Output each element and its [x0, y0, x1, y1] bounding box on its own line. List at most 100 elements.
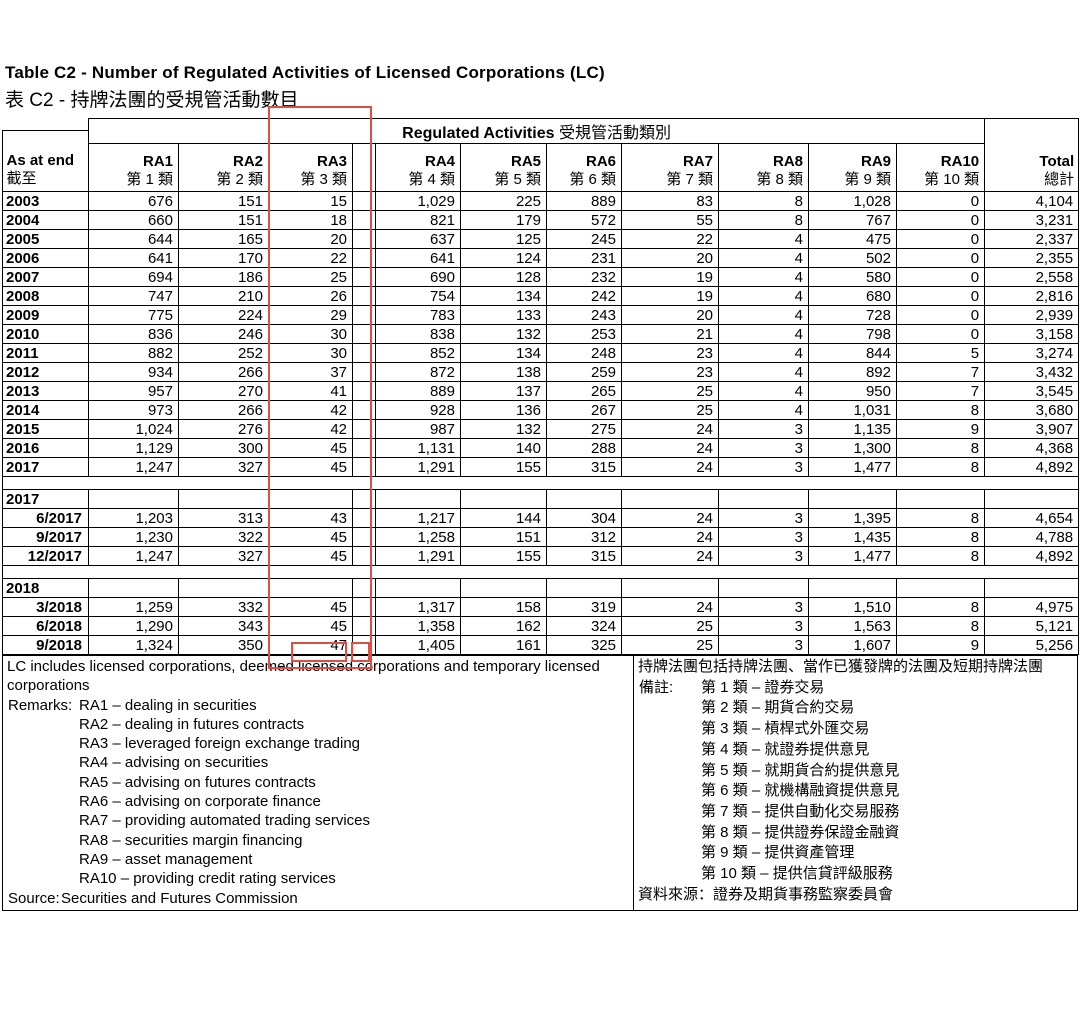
ra10-value-cell: 0 — [895, 191, 986, 211]
column-header-en: RA5 — [510, 153, 541, 170]
ra9-value-cell: 680 — [808, 286, 897, 306]
total-value-cell: 2,337 — [984, 229, 1080, 249]
remark-text-en: RA9 – asset management — [79, 850, 253, 868]
remark-text-zh: 第 9 類 – 提供資產管理 — [701, 844, 855, 862]
ra8-value-cell: 4 — [718, 305, 809, 325]
remarks-label-zh: 備註: — [639, 678, 674, 696]
ra9-value-cell: 1,028 — [808, 191, 897, 211]
ra6-value-cell: 288 — [546, 438, 622, 458]
spacer-cell — [352, 635, 376, 655]
ra7-value-cell: 24 — [621, 419, 719, 439]
ra10-value-cell: 8 — [895, 400, 986, 420]
ra7-value-cell: 25 — [621, 381, 719, 401]
ra1-value-cell: 1,230 — [88, 527, 179, 547]
total-value-cell: 4,104 — [984, 191, 1080, 211]
column-header-ra8: RA8 第 8 類 — [718, 143, 809, 192]
period-cell: 2003 — [2, 191, 89, 211]
ra8-value-cell: 3 — [718, 419, 809, 439]
ra9-value-cell: 1,435 — [808, 527, 897, 547]
remarks-label-en: Remarks: — [8, 696, 73, 714]
spacer-cell — [352, 438, 376, 458]
ra1-value-cell: 973 — [88, 400, 179, 420]
total-value-cell: 3,907 — [984, 419, 1080, 439]
ra7-value-cell: 23 — [621, 343, 719, 363]
separator-row — [1, 476, 1080, 490]
ra3-value-cell: 37 — [268, 362, 353, 382]
remark-text-zh: 第 10 類 – 提供信貸評級服務 — [701, 865, 893, 883]
ra9-value-cell: 798 — [808, 324, 897, 344]
empty-cell — [352, 489, 376, 509]
source-line-zh: 資料來源：證券及期貨事務監察委員會 — [638, 885, 894, 903]
banner-en: Regulated Activities — [402, 125, 555, 142]
ra5-value-cell: 179 — [460, 210, 547, 230]
ra6-value-cell: 242 — [546, 286, 622, 306]
ra2-value-cell: 151 — [178, 210, 269, 230]
spacer-cell — [352, 191, 376, 211]
ra5-value-cell: 151 — [460, 527, 547, 547]
ra10-value-cell: 8 — [895, 597, 986, 617]
ra10-value-cell: 8 — [895, 438, 986, 458]
remark-text-en: RA1 – dealing in securities — [79, 696, 257, 714]
ra7-value-cell: 24 — [621, 508, 719, 528]
footnote-box-chinese: 持牌法團包括持牌法團、當作已獲發牌的法團及短期持牌法團 備註: 第 1 類 – 證… — [633, 655, 1078, 911]
lc-definition-en: LC includes licensed corporations, deeme… — [7, 658, 600, 695]
lc-definition-zh: 持牌法團包括持牌法團、當作已獲發牌的法團及短期持牌法團 — [638, 658, 1044, 675]
ra8-value-cell: 8 — [718, 210, 809, 230]
ra2-value-cell: 186 — [178, 267, 269, 287]
column-header-ra10: RA10 第 10 類 — [895, 143, 986, 192]
ra1-value-cell: 644 — [88, 229, 179, 249]
ra3-value-cell: 45 — [268, 527, 353, 547]
remark-line-en: RA2 – dealing in futures contracts — [7, 715, 629, 734]
period-cell: 9/2018 — [2, 635, 89, 655]
column-header-ra6: RA6 第 6 類 — [546, 143, 622, 192]
ra7-value-cell: 25 — [621, 616, 719, 636]
remark-line-en: RA9 – asset management — [7, 850, 629, 869]
ra10-value-cell: 9 — [895, 419, 986, 439]
spacer-cell — [352, 267, 376, 287]
ra10-value-cell: 8 — [895, 527, 986, 547]
ra2-value-cell: 327 — [178, 546, 269, 566]
column-header-zh: 第 6 類 — [569, 171, 616, 188]
ra6-value-cell: 231 — [546, 248, 622, 268]
period-cell: 2014 — [2, 400, 89, 420]
remark-line-zh: 第 5 類 – 就期貨合約提供意見 — [638, 761, 1073, 782]
ra4-value-cell: 1,291 — [375, 546, 461, 566]
ra2-value-cell: 313 — [178, 508, 269, 528]
ra8-value-cell: 4 — [718, 286, 809, 306]
remark-text-zh: 第 2 類 – 期貨合約交易 — [701, 699, 855, 717]
remark-line-zh: 備註: 第 1 類 – 證券交易 — [638, 678, 1073, 699]
ra2-value-cell: 210 — [178, 286, 269, 306]
ra3-value-cell: 45 — [268, 597, 353, 617]
total-header-zh: 總計 — [1044, 171, 1075, 188]
ra7-value-cell: 21 — [621, 324, 719, 344]
ra1-value-cell: 676 — [88, 191, 179, 211]
remark-line-zh: 第 9 類 – 提供資產管理 — [638, 843, 1073, 864]
remark-text-en: RA7 – providing automated trading servic… — [79, 812, 370, 830]
empty-cell — [460, 489, 547, 509]
ra8-value-cell: 3 — [718, 527, 809, 547]
data-row-2007: 2007 694 186 25 690 128 232 19 4 580 0 2,558 — [2, 267, 1080, 287]
period-cell: 9/2017 — [2, 527, 89, 547]
ra5-value-cell: 132 — [460, 324, 547, 344]
spacer-cell — [352, 229, 376, 249]
ra5-value-cell: 124 — [460, 248, 547, 268]
data-row-2006: 2006 641 170 22 641 124 231 20 4 502 0 2,355 — [2, 248, 1080, 268]
ra9-value-cell: 1,135 — [808, 419, 897, 439]
ra2-value-cell: 170 — [178, 248, 269, 268]
ra1-value-cell: 1,024 — [88, 419, 179, 439]
remark-line-zh: 第 4 類 – 就證券提供意見 — [638, 740, 1073, 761]
data-row-2008: 2008 747 210 26 754 134 242 19 4 680 0 2,816 — [2, 286, 1080, 306]
remark-text-en: RA2 – dealing in futures contracts — [79, 715, 305, 733]
total-value-cell: 5,256 — [984, 635, 1080, 655]
remark-line-en: RA7 – providing automated trading servic… — [7, 811, 629, 830]
column-header-en: RA6 — [585, 153, 616, 170]
column-header-zh: 第 7 類 — [666, 171, 713, 188]
ra1-value-cell: 1,290 — [88, 616, 179, 636]
spacer-cell — [352, 527, 376, 547]
data-row-2004: 2004 660 151 18 821 179 572 55 8 767 0 3,231 — [2, 210, 1080, 230]
ra5-value-cell: 138 — [460, 362, 547, 382]
ra3-value-cell: 26 — [268, 286, 353, 306]
ra5-value-cell: 125 — [460, 229, 547, 249]
ra4-value-cell: 889 — [375, 381, 461, 401]
empty-cell — [268, 578, 353, 598]
